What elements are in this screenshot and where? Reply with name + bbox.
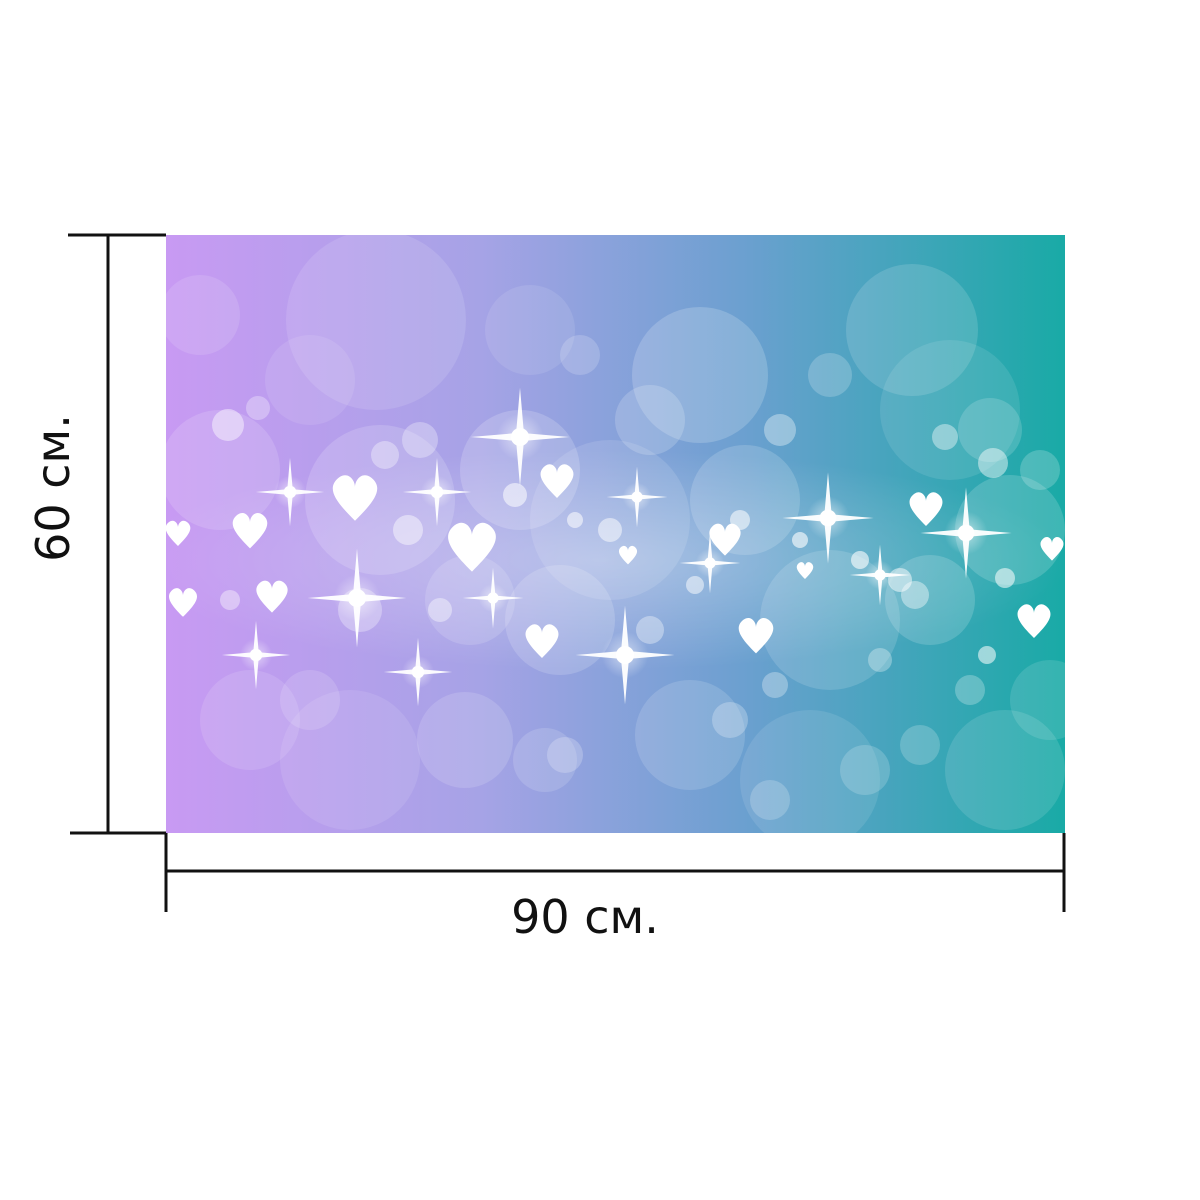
width-label: 90 см. xyxy=(511,890,659,944)
glow-band xyxy=(166,450,1065,670)
height-dimension-line xyxy=(68,233,166,835)
height-label: 60 см. xyxy=(26,414,80,562)
artwork-image xyxy=(166,235,1065,833)
width-dimension-line xyxy=(164,833,1066,912)
